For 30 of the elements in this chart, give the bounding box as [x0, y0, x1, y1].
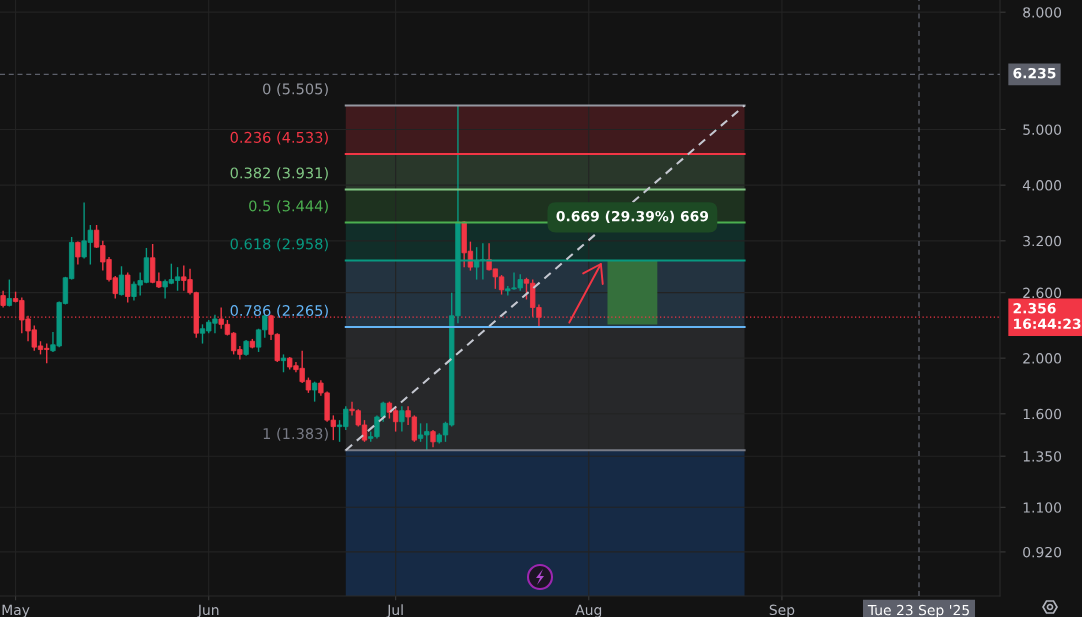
- x-tick-label: May: [2, 604, 30, 617]
- ref-line-label: Tue 23 Sep '25: [867, 604, 969, 617]
- candlestick: [118, 265, 125, 297]
- candlestick: [399, 405, 405, 433]
- y-tick-label: 4.000: [1022, 180, 1062, 191]
- annotation: 0.669 (29.39%) 669: [556, 210, 709, 224]
- y-tick-label: 8.000: [1023, 7, 1062, 18]
- series-label: 0.382 (3.931): [230, 167, 328, 181]
- x-tick-label: Jul: [386, 604, 403, 617]
- y-tick-label: 1.350: [1023, 451, 1062, 462]
- series-label: 0.236 (4.533): [230, 131, 328, 145]
- y-tick-label: 1.600: [1023, 408, 1062, 420]
- candlestick: [6, 278, 13, 308]
- x-tick-label: Jun: [197, 604, 219, 617]
- y-tick-label: 3.200: [1023, 235, 1062, 247]
- candlestick: [125, 271, 131, 304]
- ref-line-label: 2.356 16:44:23: [1013, 302, 1081, 330]
- series-label: 0.5 (3.444): [249, 200, 328, 214]
- y-tick-label: 2.600: [1023, 287, 1062, 299]
- series-label: 0.618 (2.958): [230, 238, 328, 252]
- y-tick-label: 0.920: [1023, 546, 1062, 558]
- y-tick-label: 5.000: [1023, 124, 1062, 135]
- y-tick-label: 1.100: [1023, 502, 1062, 513]
- y-tick-label: 2.000: [1023, 353, 1062, 364]
- series-label: 1 (1.383): [263, 427, 328, 441]
- series-label: 0 (5.505): [263, 83, 328, 97]
- x-tick-label: Aug: [575, 604, 602, 617]
- series-label: 0.786 (2.265): [230, 304, 328, 318]
- ref-line-label: 6.235: [1013, 67, 1056, 79]
- x-tick-label: Sep: [769, 604, 795, 617]
